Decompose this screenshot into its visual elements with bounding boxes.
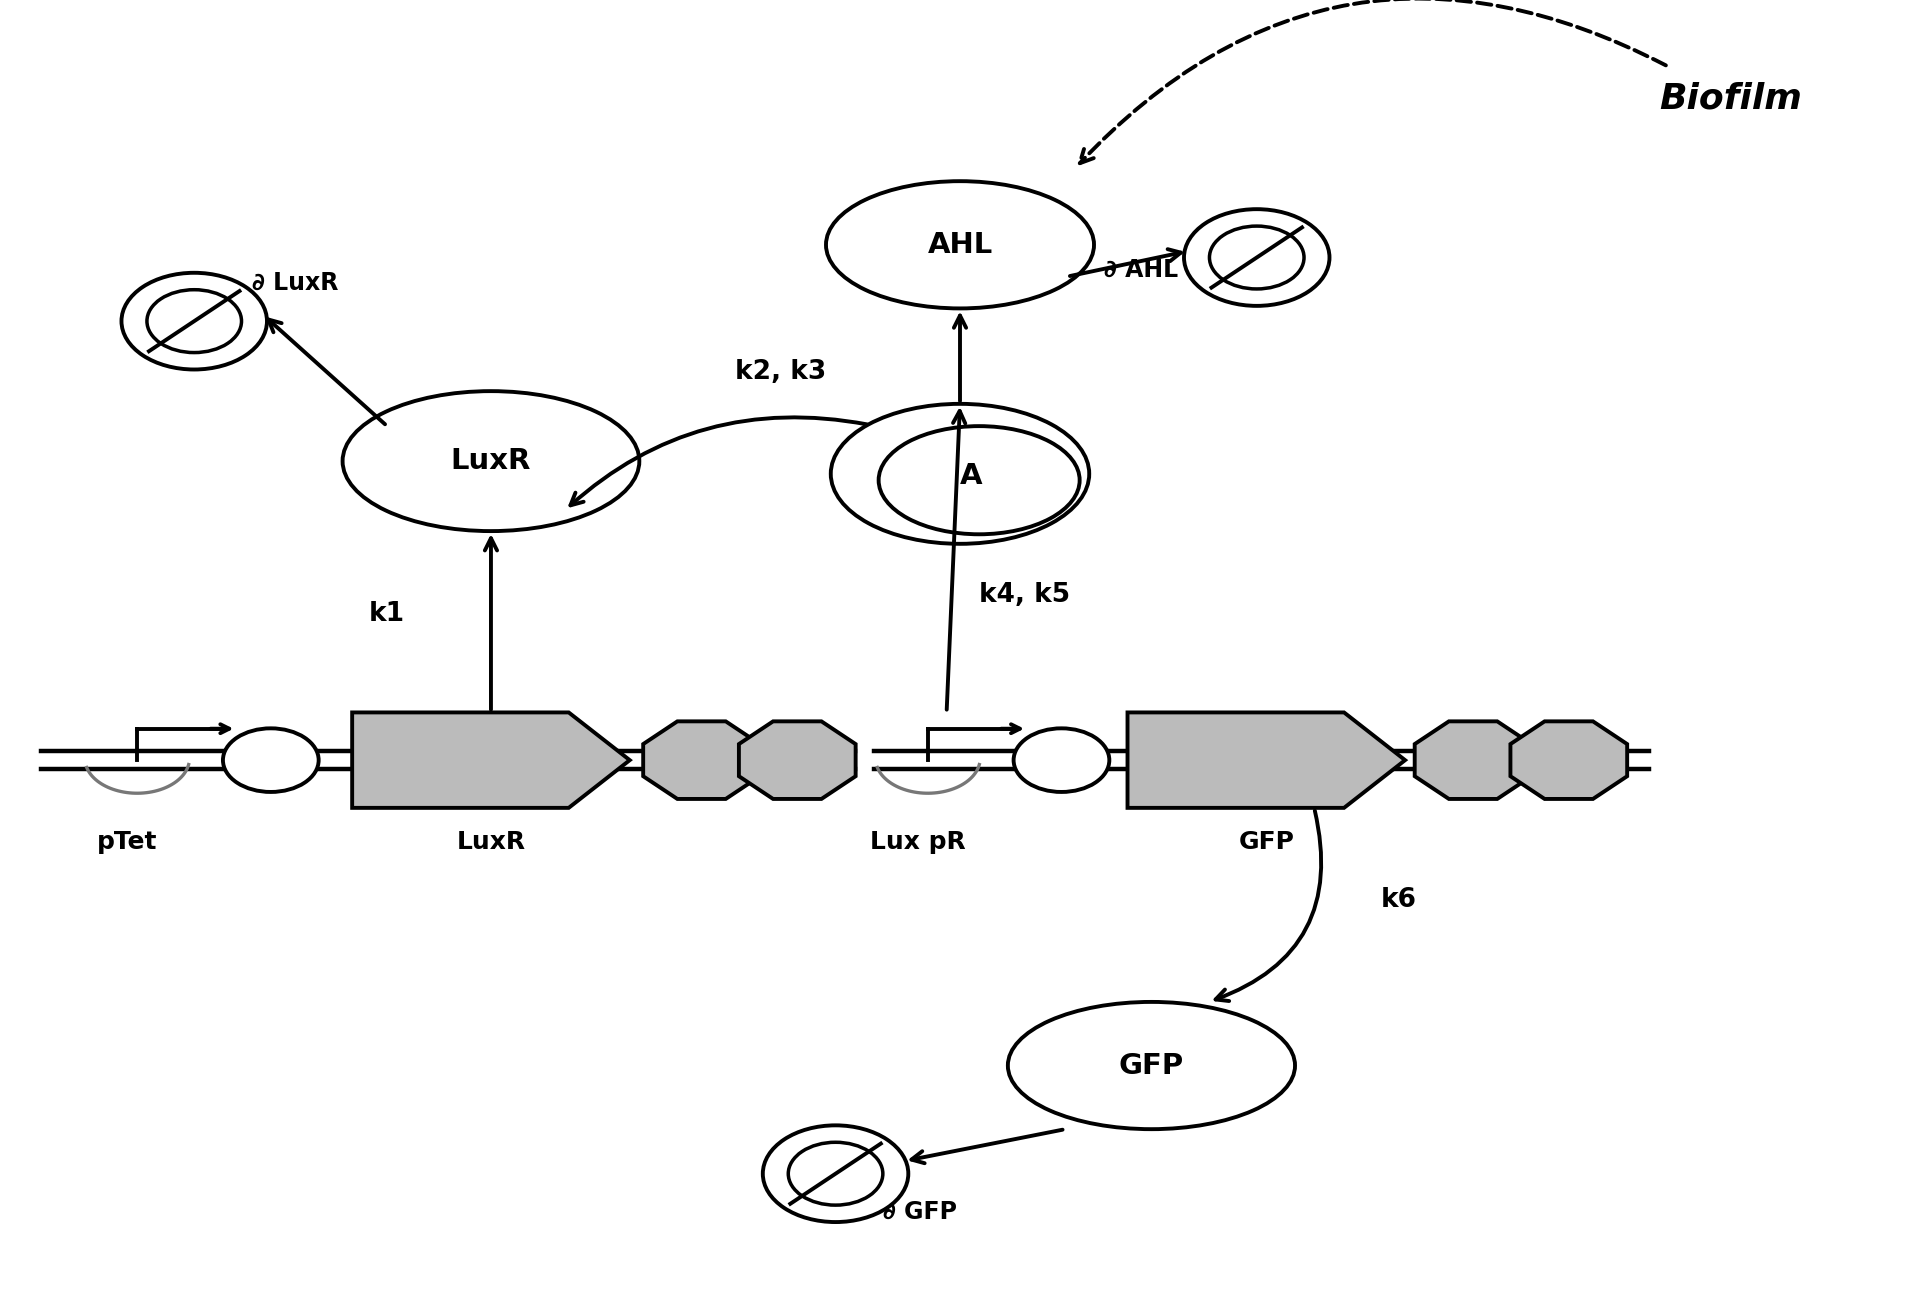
Text: GFP: GFP xyxy=(1238,830,1294,855)
Polygon shape xyxy=(1127,713,1405,808)
Ellipse shape xyxy=(342,391,639,531)
Circle shape xyxy=(1014,728,1110,791)
Text: k2, k3: k2, k3 xyxy=(735,359,826,385)
Polygon shape xyxy=(643,722,760,799)
Circle shape xyxy=(762,1126,908,1223)
Text: k6: k6 xyxy=(1380,887,1417,913)
Ellipse shape xyxy=(831,404,1089,544)
Text: AHL: AHL xyxy=(927,231,993,258)
Text: LuxR: LuxR xyxy=(451,447,532,475)
Polygon shape xyxy=(1415,722,1532,799)
Text: A: A xyxy=(960,462,983,491)
Ellipse shape xyxy=(826,181,1094,309)
Text: ∂ GFP: ∂ GFP xyxy=(883,1199,958,1224)
Text: ∂ AHL: ∂ AHL xyxy=(1104,258,1177,283)
Text: LuxR: LuxR xyxy=(457,830,526,855)
Polygon shape xyxy=(739,722,856,799)
Circle shape xyxy=(121,272,267,369)
Circle shape xyxy=(223,728,319,791)
Text: GFP: GFP xyxy=(1119,1052,1185,1079)
Text: k1: k1 xyxy=(369,600,405,627)
Text: Lux pR: Lux pR xyxy=(870,830,966,855)
Circle shape xyxy=(1185,209,1329,306)
Text: pTet: pTet xyxy=(98,830,157,855)
Text: Biofilm: Biofilm xyxy=(1659,81,1801,115)
Polygon shape xyxy=(351,713,630,808)
Ellipse shape xyxy=(879,426,1079,534)
Text: ∂ LuxR: ∂ LuxR xyxy=(252,271,338,294)
Ellipse shape xyxy=(1008,1002,1294,1130)
Polygon shape xyxy=(1511,722,1626,799)
Text: k4, k5: k4, k5 xyxy=(979,582,1069,608)
